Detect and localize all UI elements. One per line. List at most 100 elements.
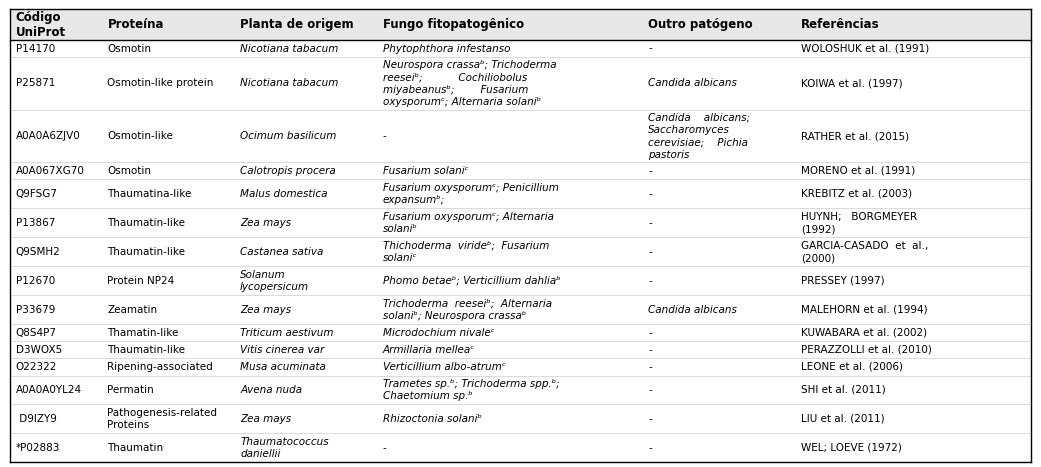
Text: MORENO et al. (1991): MORENO et al. (1991)	[802, 166, 915, 176]
Text: -: -	[649, 189, 652, 199]
Text: -: -	[649, 345, 652, 355]
Text: Fungo fitopatogênico: Fungo fitopatogênico	[383, 18, 524, 31]
Text: Zea mays: Zea mays	[240, 218, 291, 228]
Text: Castanea sativa: Castanea sativa	[240, 247, 324, 257]
Text: P13867: P13867	[16, 218, 55, 228]
Text: Protein NP24: Protein NP24	[107, 276, 175, 286]
Text: WEL; LOEVE (1972): WEL; LOEVE (1972)	[802, 443, 903, 453]
Text: Planta de origem: Planta de origem	[240, 18, 354, 31]
Text: Rhizoctonia solaniᵇ: Rhizoctonia solaniᵇ	[383, 414, 482, 424]
Text: -: -	[383, 443, 386, 453]
Bar	[10, 57, 1031, 110]
Text: P12670: P12670	[16, 276, 55, 286]
Text: Nicotiana tabacum: Nicotiana tabacum	[240, 78, 338, 88]
Text: Vitis cinerea var: Vitis cinerea var	[240, 345, 325, 355]
Text: Avena nuda: Avena nuda	[240, 385, 302, 395]
Text: Verticillium albo-atrumᶜ: Verticillium albo-atrumᶜ	[383, 362, 506, 372]
Text: Thichoderma  virideᵇ;  Fusarium
solaniᶜ: Thichoderma virideᵇ; Fusarium solaniᶜ	[383, 241, 550, 263]
Text: PRESSEY (1997): PRESSEY (1997)	[802, 276, 885, 286]
Text: Candida albicans: Candida albicans	[649, 78, 737, 88]
Text: Q9FSG7: Q9FSG7	[16, 189, 57, 199]
Bar	[10, 237, 1031, 266]
Text: Thaumatin-like: Thaumatin-like	[107, 218, 185, 228]
Text: RATHER et al. (2015): RATHER et al. (2015)	[802, 131, 909, 141]
Text: -: -	[649, 328, 652, 338]
Text: -: -	[649, 385, 652, 395]
Text: KUWABARA et al. (2002): KUWABARA et al. (2002)	[802, 328, 928, 338]
Text: MALEHORN et al. (1994): MALEHORN et al. (1994)	[802, 305, 928, 315]
Text: Osmotin: Osmotin	[107, 43, 151, 54]
Text: GARCIA-CASADO  et  al.,
(2000): GARCIA-CASADO et al., (2000)	[802, 241, 929, 263]
Text: HUYNH;   BORGMEYER
(1992): HUYNH; BORGMEYER (1992)	[802, 212, 917, 234]
Text: Fusarium oxysporumᶜ; Alternaria
solaniᵇ: Fusarium oxysporumᶜ; Alternaria solaniᵇ	[383, 212, 554, 234]
Text: Microdochium nivaleᶜ: Microdochium nivaleᶜ	[383, 328, 494, 338]
Text: KREBITZ et al. (2003): KREBITZ et al. (2003)	[802, 189, 912, 199]
Text: Neurospora crassaᵇ; Trichoderma
reeseiᵇ;           Cochiliobolus
miyabeanusᵇ;   : Neurospora crassaᵇ; Trichoderma reeseiᵇ;…	[383, 60, 557, 107]
Bar	[10, 266, 1031, 295]
Text: Candida    albicans;
Saccharomyces
cerevisiae;    Pichia
pastoris: Candida albicans; Saccharomyces cerevisi…	[649, 113, 751, 160]
Text: P25871: P25871	[16, 78, 55, 88]
Bar	[10, 208, 1031, 237]
Text: Malus domestica: Malus domestica	[240, 189, 328, 199]
Text: Phytophthora infestansᴏ: Phytophthora infestansᴏ	[383, 43, 510, 54]
Text: Thaumatococcus
daniellii: Thaumatococcus daniellii	[240, 437, 329, 459]
Text: Zea mays: Zea mays	[240, 414, 291, 424]
Text: -: -	[649, 43, 652, 54]
Text: Q9SMH2: Q9SMH2	[16, 247, 60, 257]
Text: -: -	[649, 247, 652, 257]
Text: Referências: Referências	[802, 18, 880, 31]
Text: Proteína: Proteína	[107, 18, 163, 31]
Text: P33679: P33679	[16, 305, 55, 315]
Text: Ripening-associated: Ripening-associated	[107, 362, 213, 372]
Text: P14170: P14170	[16, 43, 55, 54]
Text: -: -	[649, 414, 652, 424]
Text: A0A0A6ZJV0: A0A0A6ZJV0	[16, 131, 80, 141]
Text: Thaumatina-like: Thaumatina-like	[107, 189, 192, 199]
Text: Thaumatin-like: Thaumatin-like	[107, 345, 185, 355]
Bar	[10, 404, 1031, 433]
Text: D3WOX5: D3WOX5	[16, 345, 61, 355]
Bar	[10, 110, 1031, 163]
Text: Zea mays: Zea mays	[240, 305, 291, 315]
Text: Trichoderma  reeseiᵇ;  Alternaria
solaniᵇ; Neurospora crassaᵇ: Trichoderma reeseiᵇ; Alternaria solaniᵇ;…	[383, 298, 552, 321]
Bar	[10, 375, 1031, 404]
Text: -: -	[649, 166, 652, 176]
Text: Triticum aestivum: Triticum aestivum	[240, 328, 333, 338]
Text: Thaumatin-like: Thaumatin-like	[107, 247, 185, 257]
Text: LEONE et al. (2006): LEONE et al. (2006)	[802, 362, 904, 372]
Text: Candida albicans: Candida albicans	[649, 305, 737, 315]
Text: Thamatin-like: Thamatin-like	[107, 328, 179, 338]
Text: Calotropis procera: Calotropis procera	[240, 166, 336, 176]
Bar	[10, 433, 1031, 462]
Text: -: -	[383, 131, 386, 141]
Text: Pathogenesis-related
Proteins: Pathogenesis-related Proteins	[107, 408, 218, 430]
Text: LIU et al. (2011): LIU et al. (2011)	[802, 414, 885, 424]
Bar	[10, 341, 1031, 358]
Text: -: -	[649, 443, 652, 453]
Text: *P02883: *P02883	[16, 443, 60, 453]
Text: Outro patógeno: Outro patógeno	[649, 18, 753, 31]
Text: O22322: O22322	[16, 362, 57, 372]
Text: Nicotiana tabacum: Nicotiana tabacum	[240, 43, 338, 54]
Text: Zeamatin: Zeamatin	[107, 305, 157, 315]
Text: A0A067XG70: A0A067XG70	[16, 166, 84, 176]
Text: A0A0A0YL24: A0A0A0YL24	[16, 385, 82, 395]
Text: D9IZY9: D9IZY9	[16, 414, 56, 424]
Text: SHI et al. (2011): SHI et al. (2011)	[802, 385, 886, 395]
Text: Código
UniProt: Código UniProt	[16, 11, 66, 39]
Bar	[10, 163, 1031, 179]
Text: WOLOSHUK et al. (1991): WOLOSHUK et al. (1991)	[802, 43, 930, 54]
Text: -: -	[649, 218, 652, 228]
Text: Q8S4P7: Q8S4P7	[16, 328, 56, 338]
Bar	[10, 179, 1031, 208]
Text: -: -	[649, 276, 652, 286]
Text: Solanum
lycopersicum: Solanum lycopersicum	[240, 269, 309, 292]
Bar	[10, 9, 1031, 40]
Text: Fusarium solaniᶜ: Fusarium solaniᶜ	[383, 166, 468, 176]
Text: Ocimum basilicum: Ocimum basilicum	[240, 131, 336, 141]
Bar	[10, 324, 1031, 341]
Bar	[10, 358, 1031, 375]
Text: Permatin: Permatin	[107, 385, 154, 395]
Text: -: -	[649, 362, 652, 372]
Text: Phomo betaeᵇ; Verticillium dahliaᵇ: Phomo betaeᵇ; Verticillium dahliaᵇ	[383, 276, 561, 286]
